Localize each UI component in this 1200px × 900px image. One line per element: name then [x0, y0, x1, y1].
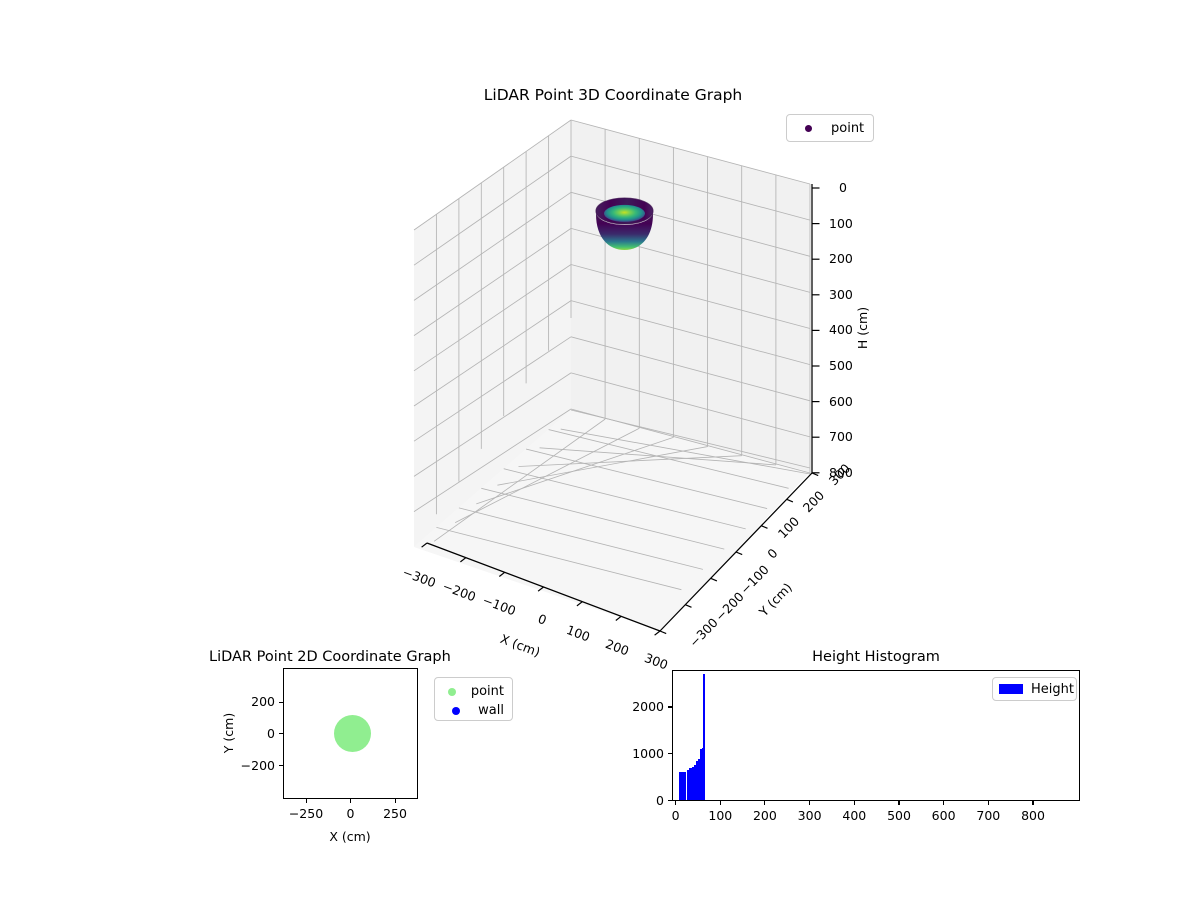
x-tick-mark-hist — [987, 801, 989, 805]
x-tick-label-hist: 500 — [887, 808, 911, 823]
chart-title-3d: LiDAR Point 3D Coordinate Graph — [483, 86, 743, 104]
lidar-2d-axes[interactable] — [283, 668, 418, 799]
histogram-bar — [684, 771, 687, 800]
y-tick-label-2d: 200 — [251, 693, 275, 709]
axis-label-x-2d: X (cm) — [329, 829, 371, 844]
x-tick-label-hist: 700 — [976, 808, 1001, 823]
axes3d-gridlines — [413, 119, 811, 591]
x-tick-mark-hist — [1032, 801, 1034, 805]
x-tick-mark-hist — [764, 801, 766, 805]
chart-title-hist: Height Histogram — [812, 649, 940, 665]
histogram-bar — [696, 761, 698, 800]
y-tick-mark-hist — [668, 706, 672, 708]
legend-item-wall-2d[interactable]: wall — [443, 701, 504, 720]
y-tick-mark-2d — [279, 733, 283, 735]
legend-item-point-3d[interactable]: point — [795, 119, 865, 138]
axis-label-h-3d: H (cm) — [854, 306, 870, 350]
legend-label-wall-2d: wall — [478, 703, 504, 718]
x-tick-label-hist: 400 — [842, 808, 867, 823]
x-tick-mark-2d — [350, 799, 352, 803]
x-tick-mark-hist — [809, 801, 811, 805]
histogram-bar — [690, 768, 693, 800]
y-tick-label-hist: 2000 — [632, 698, 664, 714]
x-tick-label-2d: −250 — [288, 806, 324, 821]
x-tick-mark-hist — [719, 801, 721, 805]
x-tick-label-hist: 0 — [671, 808, 680, 823]
x-tick-label-2d: 0 — [346, 806, 355, 821]
histogram-bar — [682, 771, 685, 800]
histogram-bar — [693, 764, 696, 800]
y-tick-mark-hist — [668, 753, 672, 755]
y-tick-label-2d: −200 — [240, 757, 275, 773]
y-tick-label-hist: 1000 — [632, 745, 664, 761]
y-axis-ticks — [659, 472, 819, 635]
x-tick-mark-hist — [943, 801, 945, 805]
histogram-bar — [680, 771, 683, 800]
histogram-bar — [686, 770, 689, 800]
y-tick-label-hist: 0 — [656, 792, 664, 808]
h-tick-label: 500 — [829, 357, 853, 373]
histogram-bar — [701, 748, 704, 800]
y-tick-label-2d: 0 — [267, 725, 275, 741]
axes3d-panes — [414, 120, 810, 631]
x-tick-mark-hist — [898, 801, 900, 805]
legend-item-height[interactable]: Height — [999, 680, 1074, 698]
y-tick-mark-2d — [279, 765, 283, 767]
legend-2d[interactable]: point wall — [434, 677, 513, 721]
x-tick-mark-2d — [394, 799, 396, 803]
h-tick-label: 100 — [829, 215, 853, 231]
point-marker-icon — [443, 687, 461, 696]
x-tick-label-hist: 100 — [708, 808, 733, 823]
legend-3d[interactable]: point — [786, 114, 874, 142]
h-tick-label: 400 — [829, 322, 853, 338]
wall-marker-icon — [443, 706, 468, 715]
histogram-bar — [699, 749, 702, 800]
y-tick-mark-hist — [668, 800, 672, 802]
histogram-bar — [679, 772, 681, 800]
h-tick-label: 200 — [829, 250, 853, 266]
x-tick-label-hist: 600 — [931, 808, 956, 823]
x-tick-mark-hist — [853, 801, 855, 805]
point-marker-icon — [795, 125, 821, 132]
x-tick-mark-2d — [305, 799, 307, 803]
histogram-bar — [703, 673, 706, 800]
legend-item-point-2d[interactable]: point — [443, 682, 504, 701]
legend-histogram[interactable]: Height — [992, 677, 1077, 701]
legend-label-height: Height — [1031, 681, 1074, 697]
histogram-bar — [692, 767, 694, 800]
y-tick-mark-2d — [279, 701, 283, 703]
h-tick-label: 700 — [829, 428, 853, 444]
x-tick-mark-hist — [675, 801, 677, 805]
x-axis-ticks — [421, 542, 661, 636]
h-tick-label: 300 — [829, 286, 853, 302]
chart-title-2d: LiDAR Point 2D Coordinate Graph — [209, 649, 451, 665]
point-cloud-3d — [595, 197, 654, 250]
point-cloud-2d — [333, 715, 371, 752]
x-tick-label-hist: 200 — [752, 808, 777, 823]
h-tick-label: 800 — [829, 464, 853, 480]
histogram-bar — [688, 767, 691, 800]
h-axis-ticks — [812, 187, 820, 474]
x-tick-label-2d: 250 — [383, 806, 407, 821]
height-patch-icon — [999, 684, 1023, 694]
legend-label-point-3d: point — [831, 121, 865, 136]
h-tick-label: 600 — [829, 393, 853, 409]
legend-label-point-2d: point — [470, 684, 504, 699]
x-tick-label-hist: 300 — [797, 808, 822, 823]
histogram-bar — [697, 758, 700, 800]
h-tick-label: 0 — [839, 179, 847, 195]
x-tick-label-hist: 800 — [1021, 808, 1045, 823]
axis-label-y-2d: Y (cm) — [220, 712, 236, 754]
